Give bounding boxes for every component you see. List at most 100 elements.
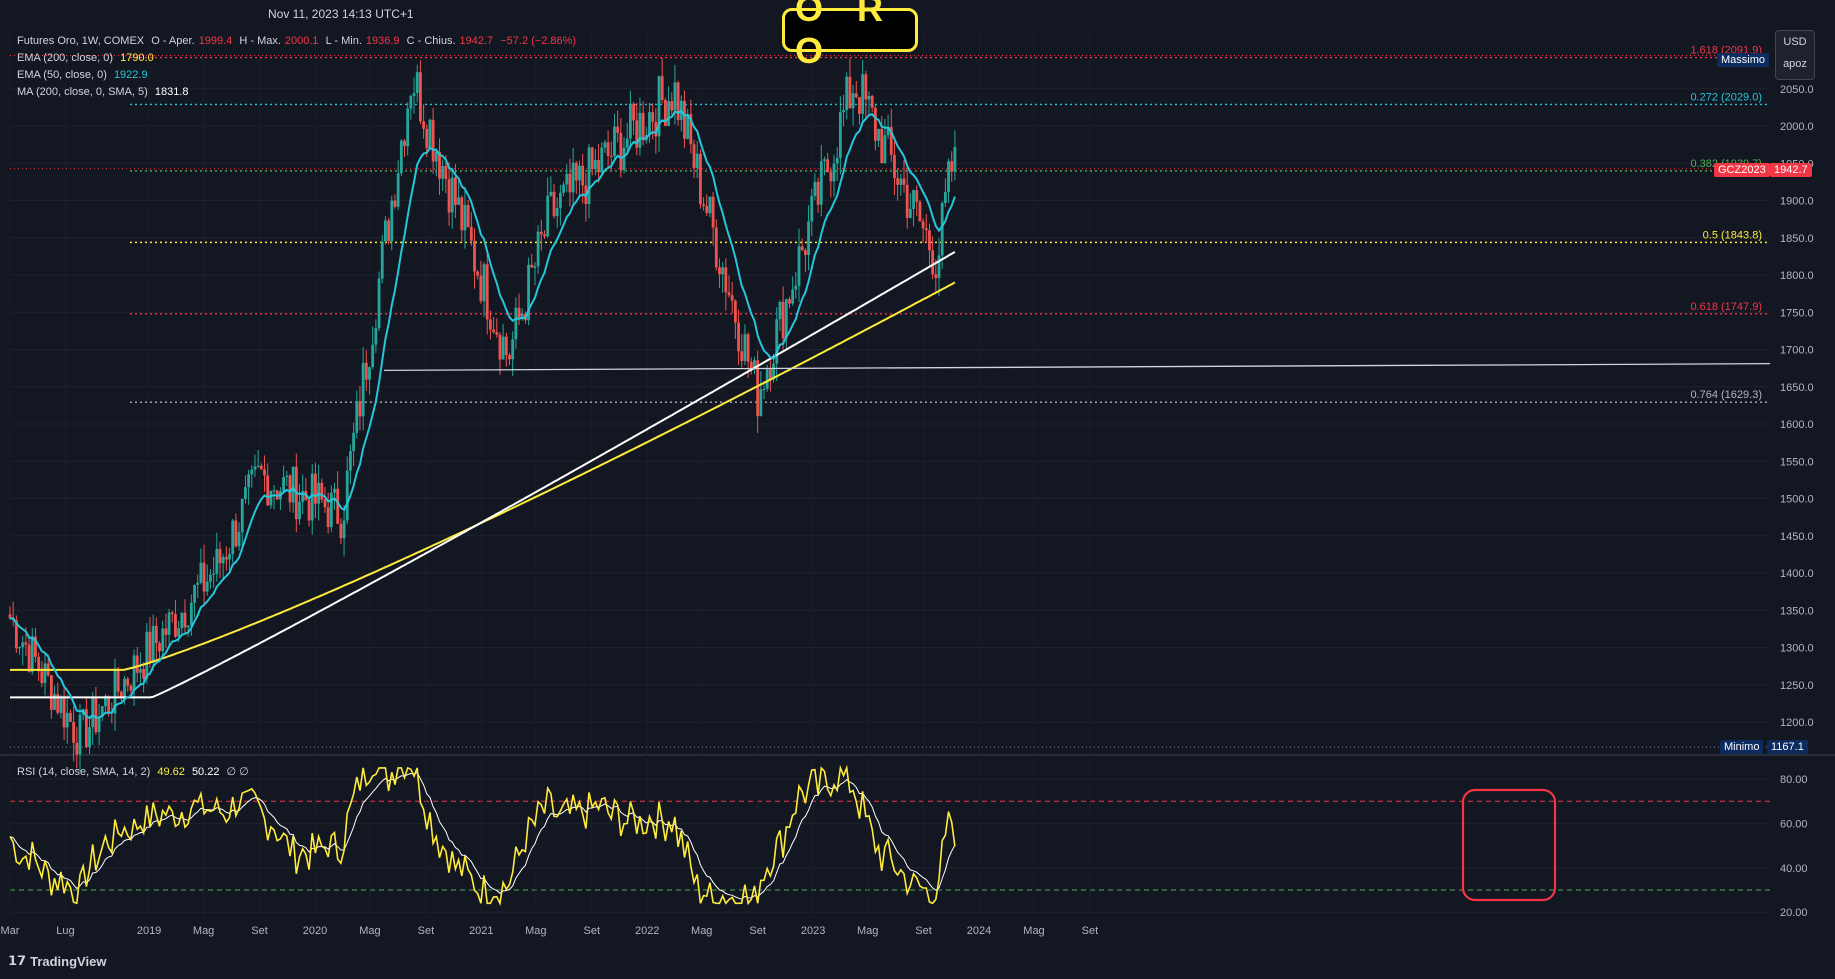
rsi-tick-label: 80.00	[1780, 774, 1808, 786]
candle-body	[606, 142, 610, 156]
candle-body	[406, 108, 410, 147]
candle-body	[877, 128, 880, 141]
candle-body	[514, 307, 518, 340]
candle-body	[27, 644, 31, 672]
candle-body	[196, 582, 200, 585]
candle	[193, 584, 196, 618]
candle	[765, 364, 769, 392]
candle	[256, 450, 260, 469]
candle	[473, 228, 476, 289]
candle	[740, 334, 744, 368]
candle-body	[371, 344, 375, 368]
candle-body	[663, 99, 667, 126]
candle	[838, 96, 842, 175]
candle	[142, 662, 146, 693]
candle	[552, 183, 556, 219]
candle	[947, 158, 950, 203]
candle-body	[91, 697, 95, 728]
candle	[628, 90, 632, 149]
candle	[317, 464, 321, 521]
candle-body	[145, 631, 149, 679]
candle	[406, 102, 410, 156]
candle	[501, 324, 505, 360]
candle	[355, 390, 359, 439]
candle-body	[399, 140, 403, 174]
candle-body	[854, 93, 858, 98]
candle-body	[119, 691, 123, 699]
candle	[835, 147, 839, 182]
scale-selector[interactable]: USD apoz	[1775, 30, 1815, 80]
tradingview-footer[interactable]: 𝟭𝟳 TradingView	[8, 953, 106, 969]
candle	[781, 286, 785, 350]
candle-body	[342, 520, 346, 539]
candle-body	[301, 490, 305, 502]
time-tick-label: Set	[584, 925, 601, 937]
candle	[775, 307, 779, 382]
candle-body	[320, 482, 324, 500]
candle-body	[517, 307, 521, 319]
fib-level-label: 0.618 (1747.9)	[1690, 301, 1762, 313]
candle	[364, 350, 368, 391]
rsi-tick-label: 40.00	[1780, 863, 1808, 875]
candle	[75, 727, 79, 769]
candle	[158, 641, 161, 661]
candle-body	[84, 709, 88, 748]
candle	[263, 455, 266, 492]
candle-body	[126, 678, 130, 686]
ma200-value: 1831.8	[154, 86, 189, 98]
candle	[597, 143, 600, 183]
candle	[759, 371, 763, 417]
price-tick-label: 1300.0	[1780, 643, 1814, 655]
candle	[282, 465, 286, 494]
price-tick-label: 1550.0	[1780, 456, 1814, 468]
ema50-legend[interactable]: EMA (50, close, 0) 1922.9	[17, 69, 152, 81]
candle	[893, 141, 896, 196]
open-value: 1999.4	[198, 35, 233, 47]
symbol-legend[interactable]: Futures Oro, 1W, COMEX O - Aper. 1999.4 H…	[17, 35, 580, 47]
candle-body	[167, 612, 171, 635]
candle	[438, 138, 441, 195]
candle	[463, 186, 467, 249]
candle-body	[603, 142, 607, 148]
candle	[450, 170, 454, 229]
candle-body	[69, 712, 72, 722]
symbol-name: Futures Oro, 1W, COMEX	[17, 35, 145, 47]
candle	[578, 160, 581, 198]
candle	[269, 490, 273, 509]
candle-body	[928, 230, 931, 251]
low-label: L - Min.	[325, 35, 362, 47]
candle-body	[425, 128, 429, 149]
candle	[565, 164, 569, 193]
candle	[778, 300, 782, 331]
candle-body	[428, 119, 432, 149]
candle-body	[199, 562, 203, 583]
candle-body	[552, 191, 556, 217]
candle-body	[482, 264, 486, 302]
candle-body	[336, 488, 340, 524]
candle-body	[393, 200, 397, 207]
candle	[59, 694, 63, 719]
candle	[568, 158, 572, 207]
candle	[323, 486, 327, 513]
candle-body	[349, 450, 352, 471]
candle-body	[667, 101, 670, 126]
time-tick-label: Set	[1082, 925, 1099, 937]
candle-body	[237, 532, 241, 547]
candle-body	[718, 267, 721, 275]
candle	[791, 276, 795, 306]
candle-body	[558, 192, 562, 209]
candle-body	[177, 628, 181, 637]
candle-body	[845, 76, 849, 110]
rsi-legend[interactable]: RSI (14, close, SMA, 14, 2) 49.62 50.22 …	[17, 765, 253, 778]
candle	[854, 80, 858, 99]
ema200-legend[interactable]: EMA (200, close, 0) 1790.0	[17, 52, 158, 64]
price-tick-label: 1900.0	[1780, 196, 1814, 208]
price-tick-label: 1750.0	[1780, 307, 1814, 319]
price-tick-label: 1400.0	[1780, 568, 1814, 580]
ma200-legend[interactable]: MA (200, close, 0, SMA, 5) 1831.8	[17, 86, 193, 98]
candle-body	[673, 82, 677, 111]
candle-body	[479, 275, 483, 302]
candle	[829, 167, 833, 198]
candle	[69, 709, 72, 723]
